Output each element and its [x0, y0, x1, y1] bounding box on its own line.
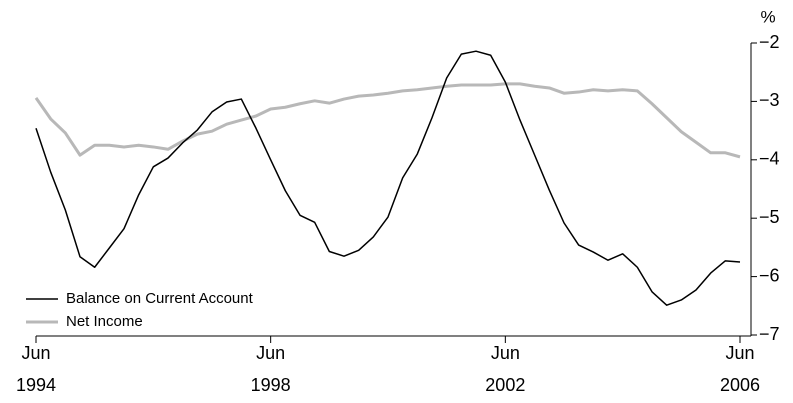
y-tick-label: −6	[759, 265, 780, 285]
series-line	[35, 50, 741, 306]
legend-label: Net Income	[66, 313, 143, 330]
x-tick-label: Jun 1994	[15, 343, 57, 395]
y-tick-label: −2	[759, 32, 780, 52]
series-line	[34, 82, 741, 159]
y-tick-label: −7	[759, 324, 780, 344]
y-tick-label: −3	[759, 90, 780, 110]
y-unit: %	[760, 7, 775, 26]
legend-label: Balance on Current Account	[66, 290, 254, 307]
y-tick-label: −5	[759, 207, 780, 227]
y-tick-label: −4	[759, 149, 780, 169]
x-tick-label: Jun 2006	[719, 343, 761, 395]
x-tick-label: Jun 2002	[485, 343, 526, 395]
x-tick-label: Jun 1998	[250, 343, 291, 395]
